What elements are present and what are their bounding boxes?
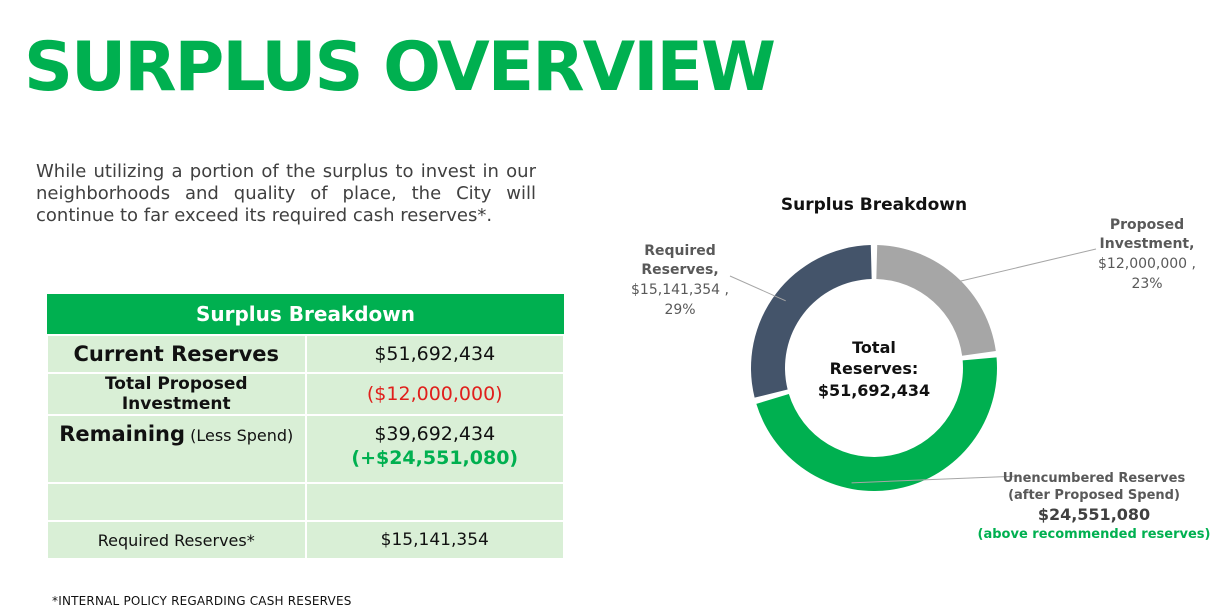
required-label-line-1: Required [644,243,715,259]
slice-label-proposed: Proposed Investment, $12,000,000 , 23% [1098,217,1196,292]
empty-cell [304,482,565,522]
table-row [46,482,565,522]
table-row: Required Reserves* $15,141,354 [46,520,565,560]
proposed-label-line-4: 23% [1131,276,1162,292]
remaining-value-cell: $39,692,434 (+$24,551,080) [304,414,565,484]
required-label-line-4: 29% [664,302,695,318]
required-label-line-3: $15,141,354 , [631,282,729,298]
empty-cell [46,482,307,522]
slice-label-required: Required Reserves, $15,141,354 , 29% [631,243,729,318]
chart-title: Surplus Breakdown [781,195,967,215]
required-reserves-value: $15,141,354 [304,520,565,560]
unencumbered-label-line-1: Unencumbered Reserves [1003,471,1186,486]
proposed-label-line-1: Proposed [1110,217,1184,233]
leader-line-unencumbered [851,475,1021,484]
chart-slices [751,245,997,492]
table-row: Current Reserves $51,692,434 [46,334,565,374]
proposed-label-line-2: Investment, [1100,236,1195,252]
unencumbered-label-line-3: $24,551,080 [1038,505,1150,524]
center-label-line-2: Reserves: [830,359,919,378]
donut-slice-unencumbered [756,357,997,492]
leader-line-required [729,275,786,302]
chart-leader-lines [729,248,1097,484]
remaining-label-cell: Remaining (Less Spend) [46,414,307,484]
donut-slice-required [751,245,872,398]
leader-line-proposed [949,248,1097,285]
donut-chart: Surplus Breakdown Total Reserves: $51,69… [631,195,1211,542]
remaining-value: $39,692,434 [374,423,496,445]
unencumbered-label-line-2: (after Proposed Spend) [1008,488,1180,503]
remaining-label: Remaining [59,422,186,446]
proposed-investment-value: ($12,000,000) [304,372,565,416]
required-label-line-2: Reserves, [641,262,718,278]
table-row: Remaining (Less Spend) $39,692,434 (+$24… [46,414,565,484]
required-reserves-label: Required Reserves* [46,520,307,560]
remaining-gain-value: (+$24,551,080) [351,447,519,469]
center-label-line-1: Total [852,338,896,357]
slice-label-unencumbered: Unencumbered Reserves (after Proposed Sp… [978,471,1211,542]
intro-text: While utilizing a portion of the surplus… [36,161,536,226]
table-row: Total Proposed Investment ($12,000,000) [46,372,565,416]
table-header: Surplus Breakdown [47,294,564,336]
current-reserves-value: $51,692,434 [304,334,565,374]
page-title: SURPLUS OVERVIEW [24,28,776,107]
footnote: *INTERNAL POLICY REGARDING CASH RESERVES [52,594,352,608]
donut-slice-proposed [876,245,996,356]
proposed-label-line-3: $12,000,000 , [1098,256,1196,272]
center-label-total: $51,692,434 [818,381,930,400]
surplus-breakdown-table: Surplus Breakdown Current Reserves $51,6… [46,294,565,560]
proposed-investment-label: Total Proposed Investment [46,372,307,416]
remaining-label-suffix: (Less Spend) [190,426,294,445]
unencumbered-label-line-4: (above recommended reserves) [978,527,1211,542]
current-reserves-label: Current Reserves [46,334,307,374]
